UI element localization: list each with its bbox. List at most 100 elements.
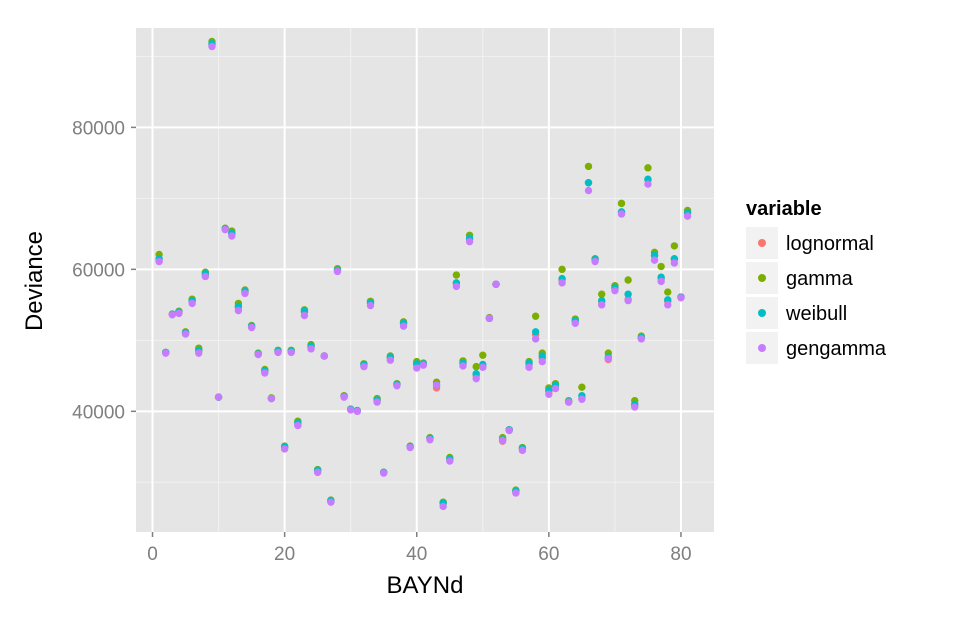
data-point-gamma — [531, 312, 540, 320]
data-point-gengamma — [531, 335, 540, 343]
legend-key-point — [758, 274, 766, 282]
legend-key-point — [758, 239, 766, 247]
data-point-gengamma — [558, 279, 566, 287]
legend-item-gengamma: gengamma — [746, 332, 887, 364]
data-point-gengamma — [637, 335, 646, 343]
data-point-gengamma — [320, 352, 328, 360]
data-point-gengamma — [465, 237, 474, 246]
legend-items: lognormal gamma weibull gengamma — [746, 227, 887, 364]
data-point-gengamma — [611, 286, 619, 295]
data-point-gengamma — [459, 362, 467, 370]
x-tick-label: 60 — [538, 544, 559, 565]
data-point-weibull — [584, 179, 593, 187]
data-point-gengamma — [571, 319, 579, 328]
legend-label: weibull — [785, 303, 847, 325]
data-point-gengamma — [472, 374, 480, 383]
data-point-gengamma — [492, 280, 500, 288]
legend-title: variable — [746, 198, 822, 220]
data-point-gengamma — [406, 443, 414, 452]
data-point-gengamma — [631, 403, 639, 411]
data-point-gengamma — [280, 445, 289, 453]
y-tick-label: 60000 — [72, 260, 125, 281]
data-point-gengamma — [446, 457, 454, 465]
data-point-gengamma — [201, 272, 210, 281]
legend-item-gamma: gamma — [746, 262, 854, 294]
data-point-gengamma — [564, 398, 573, 406]
x-axis-ticks: 0 20 40 60 80 — [147, 532, 692, 565]
data-point-gengamma — [307, 345, 315, 353]
data-point-gamma — [670, 242, 679, 250]
x-axis-title: BAYNd — [387, 572, 464, 599]
data-point-gengamma — [399, 322, 408, 330]
data-point-gamma — [624, 276, 632, 284]
data-point-gengamma — [208, 42, 216, 51]
data-point-gengamma — [247, 323, 256, 332]
data-point-gengamma — [366, 301, 375, 310]
data-point-gengamma — [413, 364, 421, 372]
minor-gridlines — [136, 28, 714, 532]
y-axis-ticks: 40000 60000 80000 — [72, 118, 136, 423]
legend-label: lognormal — [786, 233, 874, 255]
data-point-gengamma — [584, 186, 593, 195]
data-point-gamma — [664, 288, 672, 296]
data-points — [155, 37, 692, 511]
data-point-weibull — [624, 290, 632, 298]
data-point-gengamma — [551, 384, 560, 393]
data-point-gengamma — [340, 393, 348, 401]
data-point-gengamma — [300, 311, 309, 320]
plot-panel — [136, 28, 714, 532]
data-point-gengamma — [254, 350, 262, 359]
data-point-gengamma — [267, 394, 276, 403]
data-point-gamma — [657, 262, 665, 271]
data-point-gengamma — [333, 267, 342, 276]
data-point-gengamma — [664, 301, 672, 309]
x-tick-label: 80 — [670, 544, 691, 565]
data-point-gamma — [578, 383, 586, 391]
data-point-gengamma — [353, 407, 361, 416]
data-point-gengamma — [452, 282, 461, 291]
data-point-gengamma — [188, 299, 196, 308]
data-point-gengamma — [346, 406, 355, 414]
data-point-gengamma — [287, 348, 295, 357]
data-point-gengamma — [175, 309, 183, 318]
data-point-gengamma — [274, 348, 282, 357]
data-point-gengamma — [591, 257, 599, 266]
data-point-gengamma — [386, 356, 395, 364]
data-point-gengamma — [214, 393, 223, 401]
x-tick-label: 20 — [274, 544, 295, 565]
data-point-gengamma — [578, 395, 586, 403]
data-point-gengamma — [195, 349, 203, 357]
data-point-gengamma — [683, 212, 692, 220]
data-point-gengamma — [485, 314, 494, 323]
data-point-gengamma — [598, 301, 606, 309]
data-point-gengamma — [432, 381, 441, 389]
data-point-gengamma — [155, 257, 163, 266]
data-point-gengamma — [181, 330, 190, 338]
data-point-gamma — [558, 265, 566, 274]
data-point-gengamma — [162, 349, 170, 357]
y-tick-label: 80000 — [72, 118, 125, 139]
data-point-weibull — [538, 352, 546, 360]
data-point-gamma — [644, 164, 652, 172]
series-gengamma — [155, 42, 692, 511]
data-point-gengamma — [426, 436, 434, 444]
data-point-gengamma — [545, 390, 553, 398]
data-point-gengamma — [624, 296, 632, 305]
data-point-gengamma — [221, 225, 229, 234]
legend-key-point — [758, 344, 766, 352]
data-point-gengamma — [419, 361, 428, 369]
legend-item-weibull: weibull — [746, 297, 847, 329]
data-point-gengamma — [234, 306, 243, 315]
legend-label: gamma — [786, 268, 854, 290]
data-point-gengamma — [518, 446, 527, 455]
legend-item-lognormal: lognormal — [746, 227, 874, 259]
data-point-gengamma — [498, 436, 507, 445]
data-point-gengamma — [241, 289, 249, 298]
data-point-gengamma — [670, 259, 679, 267]
x-tick-label: 0 — [147, 544, 158, 565]
data-point-gamma — [479, 351, 487, 359]
data-point-gengamma — [505, 426, 513, 435]
data-point-gamma — [598, 290, 606, 298]
data-point-gengamma — [538, 357, 546, 366]
